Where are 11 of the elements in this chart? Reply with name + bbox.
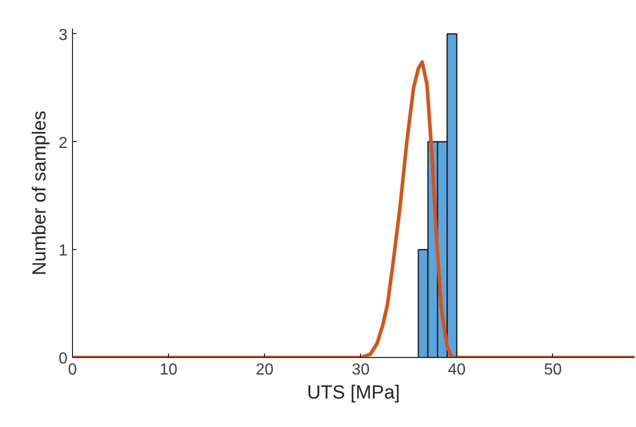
x-tick-label: 10 — [160, 362, 178, 378]
x-tick-label: 20 — [256, 362, 274, 378]
y-tick-label: 3 — [58, 26, 68, 44]
x-tick-label: 50 — [544, 362, 562, 378]
y-axis-title: Number of samples — [30, 110, 51, 276]
x-axis-title: UTS [MPa] — [307, 382, 400, 404]
x-tick-label: 30 — [352, 362, 370, 378]
y-tick-label: 2 — [58, 134, 68, 152]
x-tick-label: 40 — [448, 362, 466, 378]
y-tick-label: 1 — [58, 242, 68, 260]
y-tick-label: 0 — [58, 350, 68, 368]
